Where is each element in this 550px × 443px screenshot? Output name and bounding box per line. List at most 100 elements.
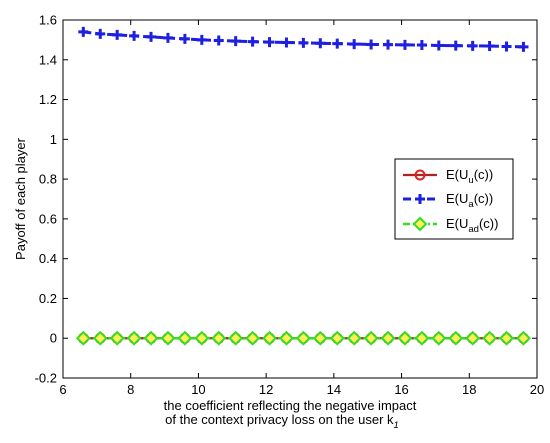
x-axis-label-line1: the coefficient reflecting the negative … bbox=[164, 398, 417, 413]
series-point-Ua bbox=[196, 34, 207, 45]
series-point-Ua bbox=[162, 32, 173, 43]
y-tick-label: 1.6 bbox=[39, 13, 57, 28]
series-point-Uad bbox=[499, 330, 514, 346]
legend-label-Uu-main: E(U bbox=[446, 167, 468, 182]
series-layer bbox=[75, 26, 531, 346]
series-point-Ua bbox=[501, 41, 512, 52]
series-point-Uad bbox=[414, 330, 430, 346]
series-point-Uad bbox=[363, 330, 379, 346]
series-point-Uad bbox=[92, 330, 108, 346]
series-point-Ua bbox=[129, 30, 140, 41]
legend: E(Uu(c)) E(Ua(c)) E(Uad(c)) bbox=[394, 158, 514, 240]
series-point-Uad bbox=[312, 330, 328, 346]
legend-marker-Uu bbox=[414, 169, 426, 181]
series-point-Uad bbox=[380, 330, 396, 346]
x-tick-label: 14 bbox=[327, 382, 341, 397]
legend-label-Ua: E(Ua(c)) bbox=[446, 191, 493, 210]
series-point-Uad bbox=[211, 330, 227, 346]
series-point-Uad bbox=[516, 330, 531, 346]
series-point-Uad bbox=[482, 330, 498, 346]
x-axis-label-line2: of the context privacy loss on the user … bbox=[165, 412, 399, 431]
y-tick-label: 0.4 bbox=[39, 251, 57, 266]
series-point-Ua bbox=[230, 36, 241, 47]
series-point-Uad bbox=[279, 330, 294, 346]
series-point-Uad bbox=[262, 330, 277, 346]
legend-label-Uad-sub: ad bbox=[468, 224, 479, 235]
y-tick-label: 0 bbox=[50, 331, 57, 346]
series-point-Ua bbox=[416, 40, 427, 51]
series-point-Uad bbox=[109, 330, 125, 346]
legend-label-Ua-tail: (c)) bbox=[474, 191, 494, 206]
series-point-Ua bbox=[298, 37, 309, 48]
series-point-Ua bbox=[366, 39, 377, 50]
series-point-Ua bbox=[332, 38, 343, 49]
y-axis-ticks: -0.2 0 0.2 0.4 0.6 0.8 1 1.2 1.4 1.6 bbox=[35, 13, 537, 386]
series-point-Ua bbox=[264, 37, 275, 48]
y-tick-label: 0.6 bbox=[39, 211, 57, 226]
legend-entry-Uu: E(Uu(c)) bbox=[403, 167, 493, 186]
series-point-Uad bbox=[75, 330, 91, 346]
series-point-Ua bbox=[399, 39, 410, 50]
series-point-Uad bbox=[329, 330, 345, 346]
series-point-Uad bbox=[194, 330, 210, 346]
series-point-Ua bbox=[281, 37, 292, 48]
legend-entry-Ua: E(Ua(c)) bbox=[403, 191, 493, 210]
series-point-Ua bbox=[179, 33, 190, 44]
series-point-Ua bbox=[247, 36, 258, 47]
y-tick-label: 1 bbox=[50, 132, 57, 147]
series-point-Uad bbox=[346, 330, 362, 346]
x-tick-label: 18 bbox=[462, 382, 476, 397]
legend-label-Uu: E(Uu(c)) bbox=[446, 167, 493, 186]
series-point-Ua bbox=[349, 39, 360, 50]
x-axis-label-line2-text: of the context privacy loss on the user … bbox=[165, 412, 394, 427]
y-tick-label: 0.2 bbox=[39, 291, 57, 306]
series-point-Uad bbox=[126, 330, 142, 346]
x-tick-label: 6 bbox=[59, 382, 66, 397]
legend-label-Uad-tail: (c)) bbox=[479, 216, 499, 231]
x-tick-label: 20 bbox=[530, 382, 544, 397]
series-point-Uad bbox=[160, 330, 176, 346]
x-tick-label: 8 bbox=[127, 382, 134, 397]
series-point-Ua bbox=[383, 39, 394, 50]
series-point-Uad bbox=[397, 330, 413, 346]
legend-marker-Uad bbox=[412, 216, 428, 232]
legend-marker-Ua bbox=[415, 194, 425, 204]
series-point-Ua bbox=[433, 40, 444, 51]
series-point-Ua bbox=[518, 41, 529, 52]
legend-label-Uad-main: E(U bbox=[446, 216, 468, 231]
legend-label-Uad: E(Uad(c)) bbox=[446, 216, 498, 235]
x-tick-label: 10 bbox=[191, 382, 205, 397]
series-point-Ua bbox=[78, 26, 89, 37]
series-point-Ua bbox=[484, 41, 495, 52]
legend-label-Ua-sub: a bbox=[468, 199, 474, 210]
x-axis-ticks: 6 8 10 12 14 16 18 20 bbox=[59, 20, 544, 397]
series-point-Uad bbox=[143, 330, 159, 346]
series-point-Ua bbox=[467, 40, 478, 51]
y-tick-label: -0.2 bbox=[35, 371, 57, 386]
series-point-Uad bbox=[431, 330, 447, 346]
y-axis-label: Payoff of each player bbox=[13, 137, 28, 260]
series-point-Uad bbox=[465, 330, 481, 346]
legend-label-Uu-sub: u bbox=[468, 175, 473, 186]
series-point-Uad bbox=[245, 330, 261, 346]
series-point-Ua bbox=[450, 40, 461, 51]
series-point-Uad bbox=[228, 330, 244, 346]
series-point-Uad bbox=[177, 330, 193, 346]
series-point-Uad bbox=[295, 330, 311, 346]
series-point-Ua bbox=[213, 35, 224, 46]
series-point-Ua bbox=[146, 31, 157, 42]
y-tick-label: 0.8 bbox=[39, 172, 57, 187]
x-axis-label-subscript: 1 bbox=[394, 420, 399, 431]
y-tick-label: 1.4 bbox=[39, 52, 57, 67]
legend-label-Uu-tail: (c)) bbox=[474, 167, 494, 182]
x-tick-label: 16 bbox=[394, 382, 408, 397]
legend-entry-Uad: E(Uad(c)) bbox=[403, 216, 498, 235]
series-point-Ua bbox=[112, 29, 123, 40]
y-tick-label: 1.2 bbox=[39, 92, 57, 107]
series-point-Ua bbox=[95, 28, 106, 39]
legend-label-Ua-main: E(U bbox=[446, 191, 468, 206]
x-tick-label: 12 bbox=[259, 382, 273, 397]
series-point-Uad bbox=[448, 330, 464, 346]
